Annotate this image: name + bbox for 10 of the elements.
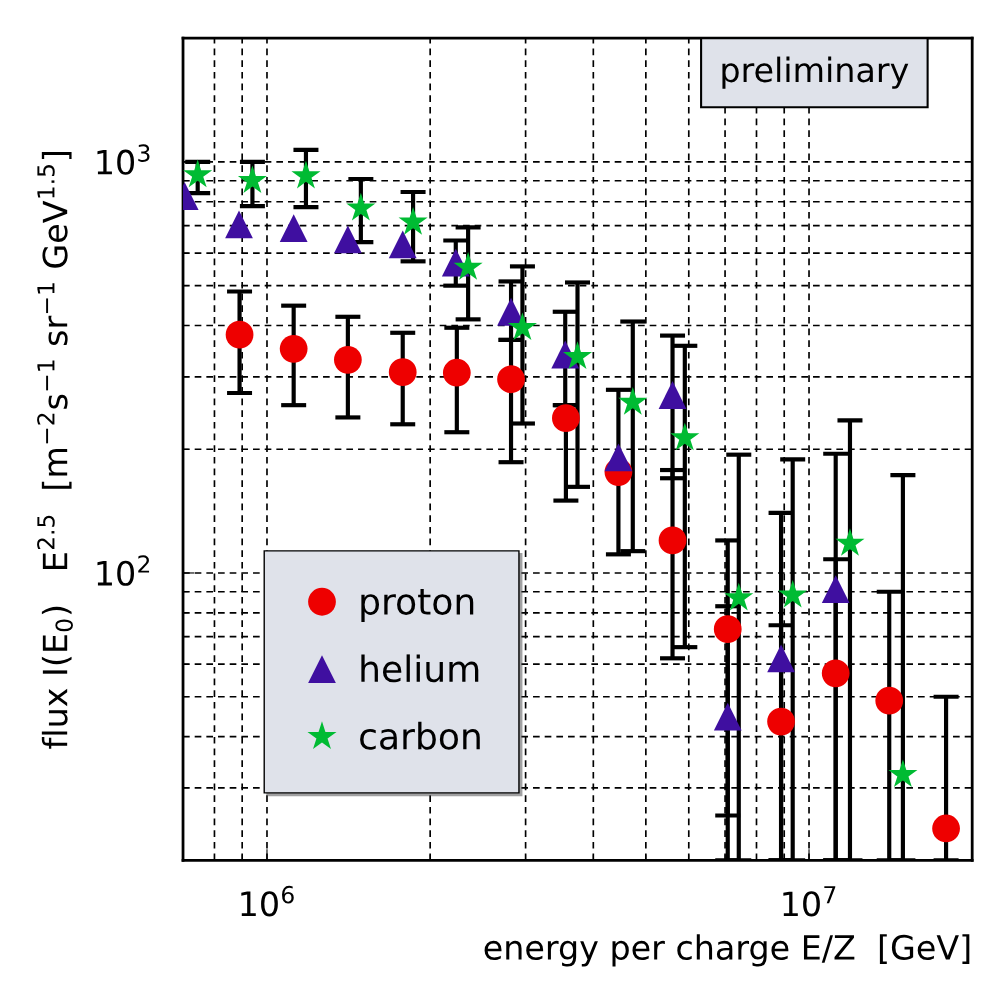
y-tick-label: 10$^{3}$ xyxy=(97,144,150,175)
legend-label: carbon xyxy=(360,721,480,750)
x-tick-label: 10$^{6}$ xyxy=(241,885,294,917)
y-tick-label: 10$^{2}$ xyxy=(97,555,150,586)
x-tick-label: 10$^{7}$ xyxy=(783,886,836,917)
annotation: preliminary xyxy=(722,56,909,89)
legend-label: helium xyxy=(361,654,479,683)
legend-label: proton xyxy=(361,589,474,622)
x-axis-title: energy per charge E/Z [GeV] xyxy=(484,934,970,967)
text: flux I(E$_{0}$) E$^{2.5}$ [m$^{−2}$s$^{−1}$ sr$^{−1}$ GeV$^{1.5}$] xyxy=(37,152,73,749)
